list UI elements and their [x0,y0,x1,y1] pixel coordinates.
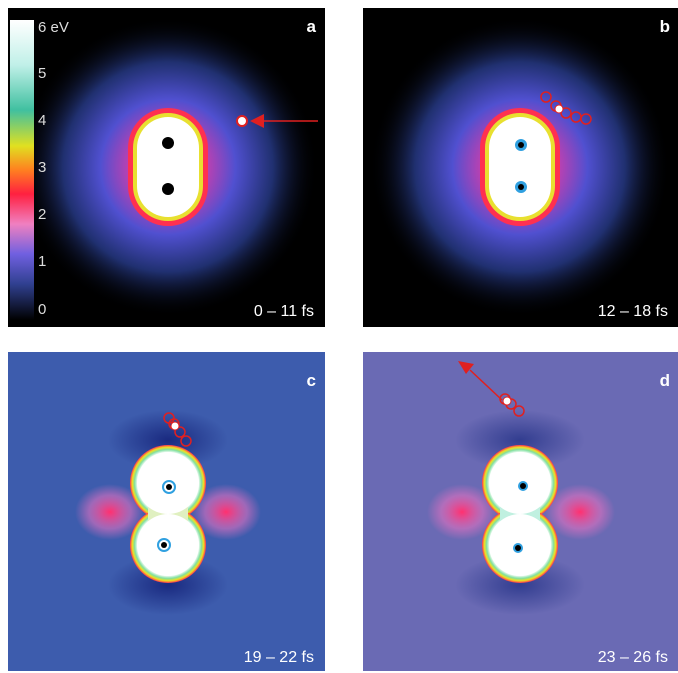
panel-time: 0 – 11 fs [254,303,314,320]
colorbar-label: 5 [38,65,46,82]
colorbar [10,20,34,320]
panel-label: d [660,371,670,390]
colorbar-label: 4 [38,112,46,129]
figure: 6 eV 5 4 3 2 1 0 a 0 – 11 fs b 12 – 18 f… [0,0,678,673]
panel-time: 12 – 18 fs [598,303,668,320]
colorbar-label: 6 eV [38,19,69,36]
panel-time: 19 – 22 fs [244,649,314,666]
colorbar-label: 0 [38,301,46,318]
panel-b: b 12 – 18 fs [363,8,678,327]
panel-d: d 23 – 26 fs [363,352,678,671]
panel-a: 6 eV 5 4 3 2 1 0 a 0 – 11 fs [8,8,325,327]
colorbar-label: 1 [38,253,46,270]
panel-c: c 19 – 22 fs [8,352,325,671]
panel-label: b [660,17,670,36]
panel-time: 23 – 26 fs [598,649,668,666]
panel-label: c [307,371,316,390]
panel-label: a [307,17,317,36]
colorbar-label: 3 [38,159,46,176]
colorbar-label: 2 [38,206,46,223]
